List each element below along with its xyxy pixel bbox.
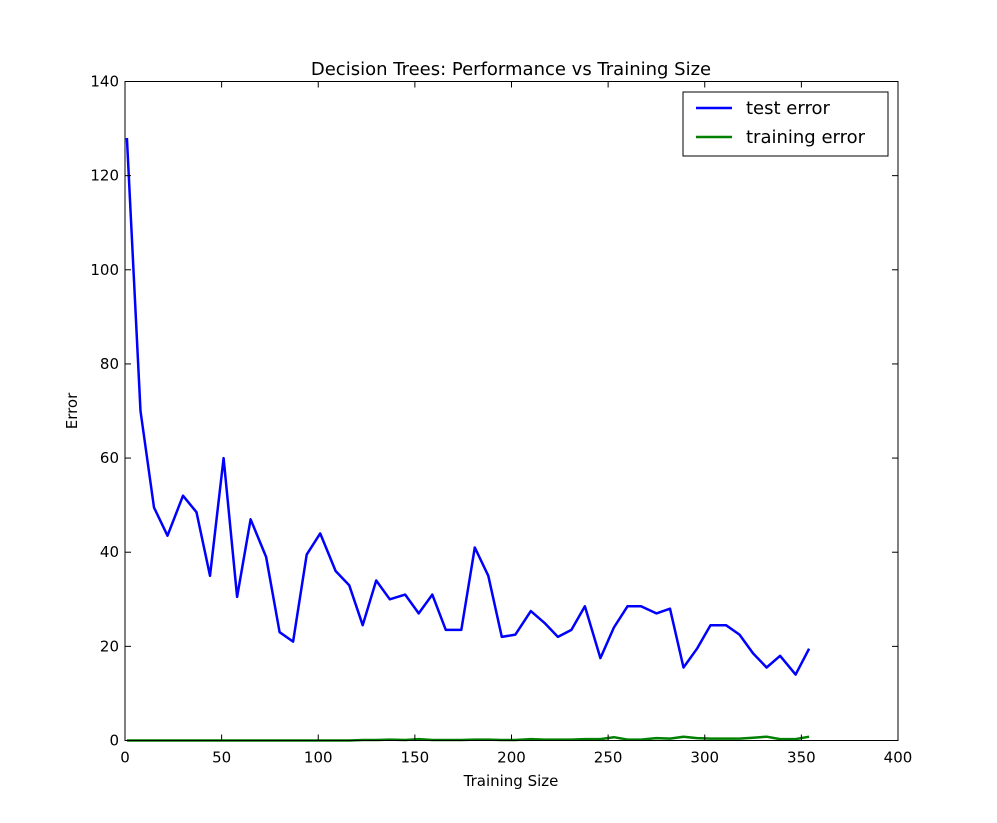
legend-label-test-error: test error [746,98,830,119]
legend-label-training-error: training error [746,127,866,148]
x-tick-label: 400 [884,749,913,767]
x-axis-ticks: 0 50 100 150 200 250 300 350 400 [120,81,913,767]
y-tick-label: 140 [90,73,119,91]
series-layer [125,137,811,742]
series-line-training-error [126,735,810,742]
y-tick-label: 40 [100,543,119,561]
chart-title: Decision Trees: Performance vs Training … [311,59,711,80]
y-tick-label: 60 [100,449,119,467]
x-tick-label: 150 [401,749,430,767]
x-tick-label: 250 [594,749,623,767]
x-tick-label: 50 [212,749,231,767]
x-tick-label: 200 [497,749,526,767]
y-axis-ticks: 0 20 40 60 80 100 120 140 [90,73,898,750]
y-tick-label: 0 [109,732,119,750]
x-tick-label: 350 [787,749,816,767]
y-tick-label: 20 [100,637,119,655]
legend: test error training error [682,91,889,157]
y-tick-label: 120 [90,167,119,185]
x-tick-label: 0 [120,749,130,767]
y-tick-label: 80 [100,355,119,373]
legend-box [682,91,889,157]
x-axis-label: Training Size [463,772,559,790]
plot-area: 0 50 100 150 200 250 300 350 400 0 20 40 60 80 100 120… [90,73,912,767]
x-tick-label: 300 [690,749,719,767]
series-line-test-error [125,137,811,676]
x-tick-label: 100 [304,749,333,767]
plot-frame [124,81,899,741]
y-tick-label: 100 [90,261,119,279]
y-axis-label: Error [63,392,81,429]
